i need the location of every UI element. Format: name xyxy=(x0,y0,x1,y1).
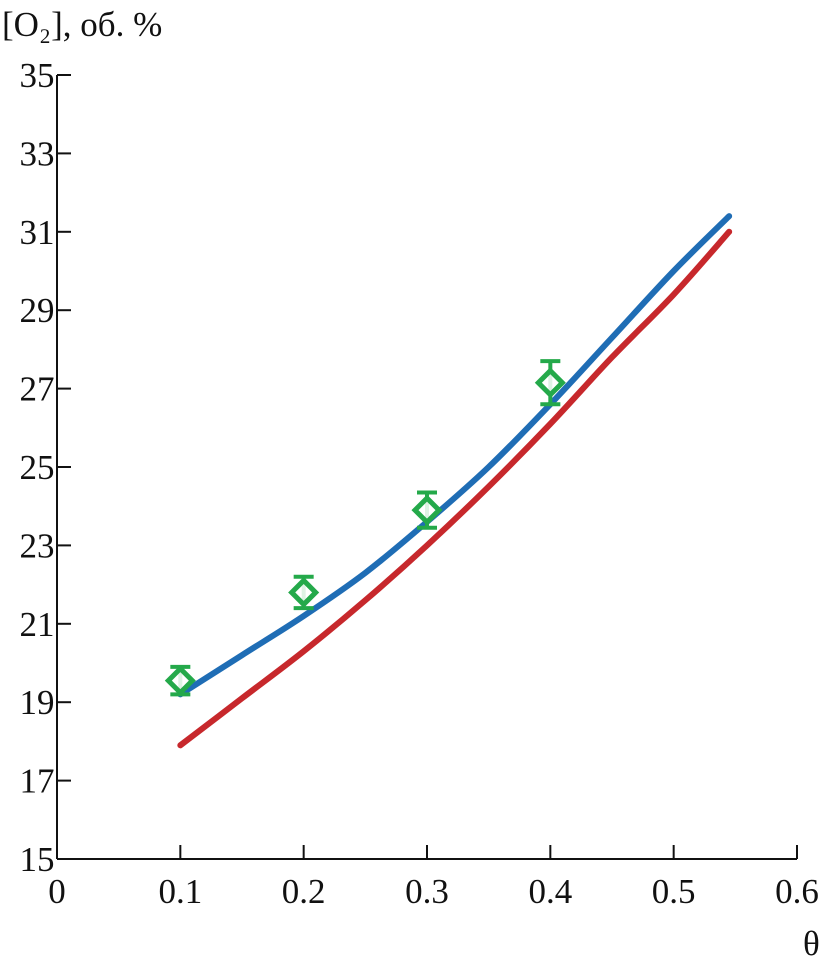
x-tick-label: 0.2 xyxy=(282,872,326,911)
data-point xyxy=(411,490,443,530)
x-tick-label: 0.3 xyxy=(405,872,449,911)
y-tick-label: 33 xyxy=(20,134,55,173)
diamond-marker xyxy=(288,576,320,608)
series-1-line xyxy=(177,213,733,698)
diamond-marker xyxy=(411,494,443,526)
y-tick-label: 19 xyxy=(20,683,55,722)
y-tick-label: 17 xyxy=(20,762,55,801)
series-2-line xyxy=(177,228,733,749)
y-tick-label: 15 xyxy=(20,840,55,879)
data-point xyxy=(288,574,320,611)
x-tick-label: 0.6 xyxy=(775,872,819,911)
x-axis-title: θ xyxy=(803,924,820,963)
y-tick-label: 25 xyxy=(20,448,55,487)
data-point xyxy=(164,664,196,697)
axes xyxy=(56,75,797,860)
y-tick-label: 21 xyxy=(20,605,55,644)
diamond-marker xyxy=(164,665,196,697)
y-tick-label: 35 xyxy=(20,56,55,95)
x-tick-label: 0.4 xyxy=(528,872,572,911)
data-point xyxy=(534,359,566,407)
series-layer xyxy=(164,213,733,749)
diamond-marker xyxy=(534,367,566,399)
y-axis-title: [O₂], об. % xyxy=(2,5,162,44)
y-tick-label: 23 xyxy=(20,526,55,565)
x-tick-label: 0.1 xyxy=(158,872,202,911)
x-ticks: 0 0.1 0.2 0.3 0.4 0.5 0.6 xyxy=(48,845,819,911)
x-tick-label: 0.5 xyxy=(652,872,696,911)
x-tick-label: 0 xyxy=(48,872,66,911)
y-tick-label: 27 xyxy=(20,370,55,409)
y-tick-label: 29 xyxy=(20,291,55,330)
y-tick-label: 31 xyxy=(20,213,55,252)
y-ticks: 15 17 19 21 23 25 27 29 31 33 35 xyxy=(20,56,71,879)
